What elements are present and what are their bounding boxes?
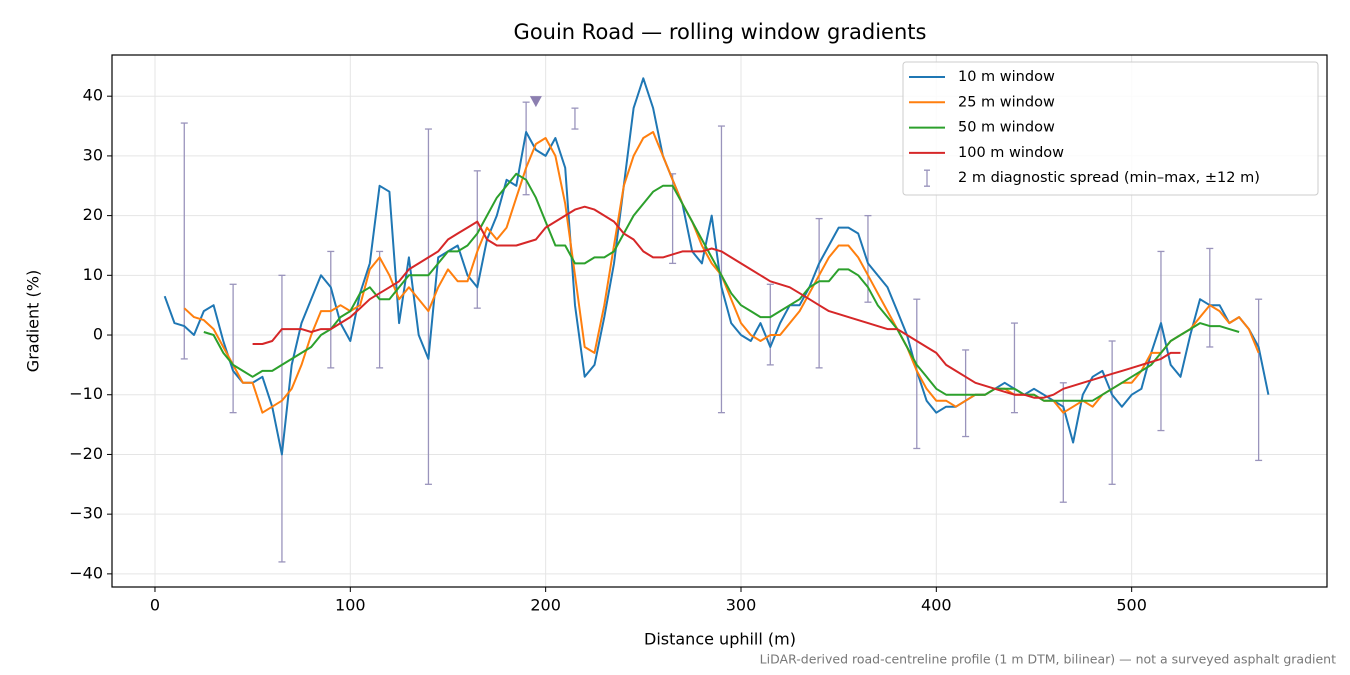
y-tick-label: −30 xyxy=(69,504,103,523)
y-axis-label: Gradient (%) xyxy=(24,270,43,372)
chart-title: Gouin Road — rolling window gradients xyxy=(514,20,927,44)
y-tick-label: 30 xyxy=(83,145,103,164)
error-bar xyxy=(180,122,188,360)
series-line xyxy=(163,77,1270,456)
x-tick-label: 300 xyxy=(726,596,757,615)
y-tick-label: −40 xyxy=(69,563,103,582)
error-bar xyxy=(327,250,335,369)
x-tick-label: 100 xyxy=(335,596,366,615)
y-tick-label: −20 xyxy=(69,444,103,463)
y-tick-label: 20 xyxy=(83,205,103,224)
peak-marker xyxy=(529,96,542,108)
legend-swatch xyxy=(924,169,930,187)
x-tick-label: 400 xyxy=(921,596,952,615)
error-bar xyxy=(1108,340,1116,485)
series-line xyxy=(252,205,1181,399)
y-tick-label: 40 xyxy=(83,86,103,105)
legend-label: 50 m window xyxy=(958,120,1055,136)
x-tick-label: 500 xyxy=(1116,596,1147,615)
y-tick-label: 10 xyxy=(83,265,103,284)
error-bar xyxy=(1206,247,1214,348)
error-bar xyxy=(424,128,432,485)
error-bar xyxy=(815,217,823,369)
error-bar xyxy=(1157,250,1165,432)
error-bar xyxy=(962,349,970,438)
error-bar xyxy=(278,274,286,563)
error-bar xyxy=(229,283,237,414)
footnote: LiDAR-derived road-centreline profile (1… xyxy=(760,652,1336,667)
x-tick-label: 0 xyxy=(150,596,160,615)
error-bar xyxy=(571,107,579,130)
error-bar xyxy=(1010,322,1018,414)
legend-label: 2 m diagnostic spread (min–max, ±12 m) xyxy=(958,170,1260,186)
error-bar xyxy=(766,283,774,366)
error-bar xyxy=(376,250,384,369)
x-axis-label: Distance uphill (m) xyxy=(644,630,796,649)
plot-frame xyxy=(111,54,1328,588)
error-bar xyxy=(1059,382,1067,503)
y-tick-label: −10 xyxy=(69,384,103,403)
legend-label: 10 m window xyxy=(958,69,1055,85)
legend-box xyxy=(902,61,1319,196)
legend-label: 100 m window xyxy=(958,145,1064,161)
legend-label: 25 m window xyxy=(958,94,1055,110)
error-bar xyxy=(717,125,725,414)
error-bar xyxy=(1255,298,1263,462)
x-tick-label: 200 xyxy=(530,596,561,615)
y-tick-label: 0 xyxy=(93,325,103,344)
